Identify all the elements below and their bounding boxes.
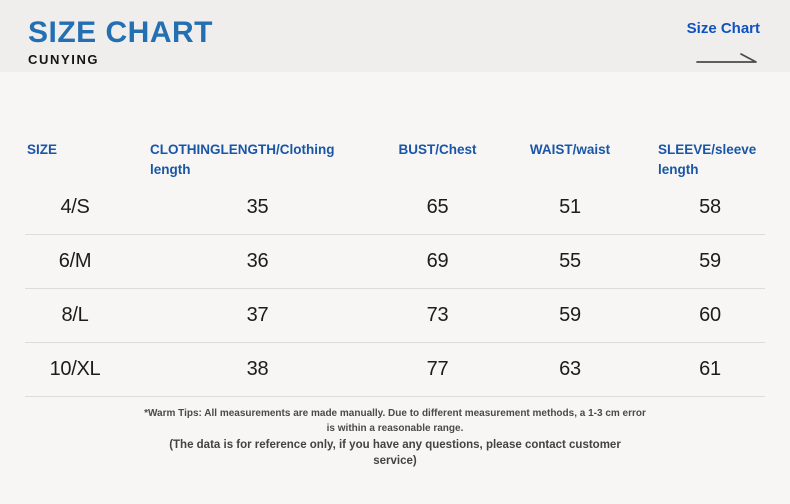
- sleeve-value: 59: [699, 250, 721, 273]
- table-row: 10/XL 38 77 63 61: [0, 343, 790, 396]
- size-chart-link-label: Size Chart: [686, 20, 760, 37]
- length-value: 38: [246, 358, 269, 381]
- row-divider: [25, 234, 765, 236]
- size-chart-link[interactable]: Size Chart: [687, 20, 760, 64]
- row-divider: [25, 288, 765, 290]
- size-label: 4/S: [60, 196, 90, 219]
- column-header-length: CLOTHINGLENGTH/Clothing length: [150, 142, 335, 177]
- column-header-bust: BUST/Chest: [398, 142, 477, 157]
- table-row: 8/L 37 73 59 60: [0, 289, 790, 342]
- bust-value: 69: [426, 250, 449, 273]
- page-title: SIZE CHART: [28, 16, 213, 49]
- column-header-size: SIZE: [27, 142, 58, 157]
- bust-value: 65: [426, 196, 449, 219]
- sleeve-value: 60: [699, 304, 721, 327]
- length-value: 36: [246, 250, 269, 273]
- length-value: 37: [246, 304, 269, 327]
- bust-value: 77: [426, 358, 449, 381]
- brand-name: CUNYING: [28, 51, 100, 67]
- sleeve-value: 58: [699, 196, 721, 219]
- reference-note-text: (The data is for reference only, if you …: [169, 439, 621, 468]
- waist-value: 51: [559, 196, 581, 219]
- footer-notes: *Warm Tips: All measurements are made ma…: [0, 407, 790, 469]
- waist-value: 63: [559, 358, 581, 381]
- warm-tips-text: *Warm Tips: All measurements are made ma…: [144, 408, 646, 434]
- waist-value: 55: [559, 250, 581, 273]
- bust-value: 73: [426, 304, 449, 327]
- arrow-right-icon: [696, 53, 757, 63]
- column-header-waist: WAIST/waist: [529, 142, 611, 157]
- waist-value: 59: [559, 304, 581, 327]
- column-header-sleeve: SLEEVE/sleeve length: [658, 142, 757, 177]
- row-divider: [25, 342, 765, 344]
- row-divider: [25, 396, 765, 398]
- length-value: 35: [246, 196, 269, 219]
- size-label: 8/L: [61, 304, 89, 327]
- size-label: 6/M: [58, 250, 92, 273]
- size-table: SIZE CLOTHINGLENGTH/Clothing length BUST…: [0, 72, 790, 398]
- table-header-row: SIZE CLOTHINGLENGTH/Clothing length BUST…: [0, 140, 790, 179]
- size-label: 10/XL: [49, 358, 101, 381]
- table-row: 6/M 36 69 55 59: [0, 235, 790, 288]
- sleeve-value: 61: [699, 358, 721, 381]
- header-band: SIZE CHART CUNYING Size Chart: [0, 0, 790, 72]
- table-row: 4/S 35 65 51 58: [0, 181, 790, 234]
